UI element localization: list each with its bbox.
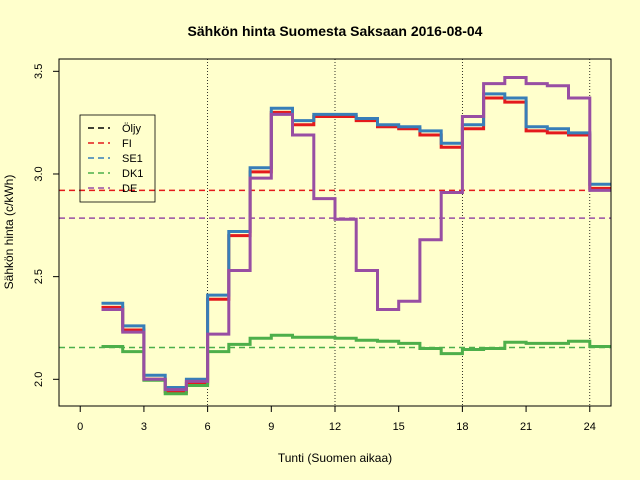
- x-tick-label: 15: [393, 421, 405, 433]
- y-tick-label: 2.5: [33, 269, 45, 284]
- legend-label: DK1: [122, 168, 143, 180]
- legend-box: [79, 114, 156, 203]
- legend-label: Öljy: [122, 123, 141, 135]
- legend-label: FI: [122, 138, 132, 150]
- y-tick-label: 2.0: [33, 372, 45, 387]
- y-tick-label: 3.0: [33, 166, 45, 181]
- legend: Öljy FI SE1 DK1 DE: [79, 114, 156, 203]
- x-tick-label: 21: [520, 421, 532, 433]
- series-line-dk1: [101, 333, 611, 396]
- y-axis-ticks: 2.0 2.5 3.0 3.5: [33, 64, 59, 387]
- y-axis-label: Sähkön hinta (c/kWh): [2, 175, 16, 290]
- x-tick-label: 3: [141, 421, 147, 433]
- x-axis-label: Tunti (Suomen aikaa): [278, 451, 392, 465]
- series-line-de: [101, 76, 611, 392]
- x-tick-label: 24: [584, 421, 596, 433]
- series-lines: [101, 76, 611, 396]
- x-tick-label: 12: [329, 421, 341, 433]
- x-tick-label: 6: [205, 421, 211, 433]
- x-axis-ticks: 0 3 6 9 12 15 18 21 24: [77, 406, 596, 433]
- legend-label: DE: [122, 183, 137, 195]
- y-tick-label: 3.5: [33, 64, 45, 79]
- x-tick-label: 18: [456, 421, 468, 433]
- vertical-guides: [207, 59, 591, 406]
- x-tick-label: 9: [268, 421, 274, 433]
- legend-label: SE1: [122, 153, 143, 165]
- chart-title: Sähkön hinta Suomesta Saksaan 2016-08-04: [188, 23, 483, 39]
- x-tick-label: 0: [77, 421, 83, 433]
